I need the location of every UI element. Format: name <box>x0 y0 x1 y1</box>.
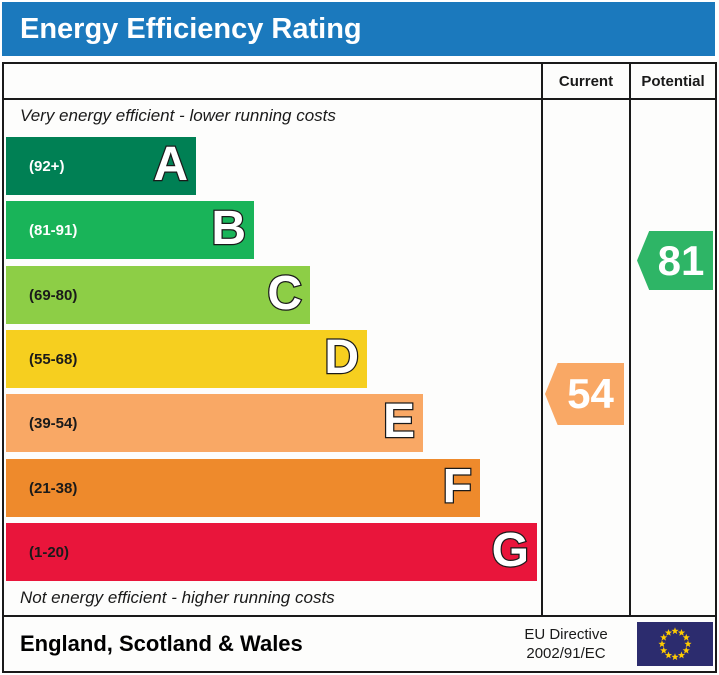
band-letter: G <box>490 523 530 579</box>
band-range-label: (69-80) <box>29 286 78 304</box>
page-title: Energy Efficiency Rating <box>20 13 362 45</box>
band-range-label: (92+) <box>29 157 65 175</box>
band-range-label: (55-68) <box>29 350 78 368</box>
bottom-efficiency-note: Not energy efficient - higher running co… <box>20 588 335 607</box>
band-letter: C <box>266 266 303 322</box>
potential-rating-arrow: 81 <box>637 231 713 290</box>
current-rating-value: 54 <box>567 370 614 417</box>
eu-directive-label: EU Directive 2002/91/EC <box>501 625 631 663</box>
potential-rating-value: 81 <box>657 236 705 284</box>
band-row-a: (92+) A <box>6 137 196 195</box>
chart-area: Current Potential Very energy efficient … <box>2 62 717 617</box>
band-range-label: (21-38) <box>29 479 78 497</box>
band-letter: E <box>382 394 417 450</box>
current-column-divider <box>541 64 543 615</box>
band-letter: A <box>152 137 189 193</box>
region-label: England, Scotland & Wales <box>20 631 303 656</box>
eu-flag-icon <box>637 622 713 666</box>
title-bar: Energy Efficiency Rating <box>2 2 715 56</box>
footer: England, Scotland & Wales EU Directive 2… <box>2 617 717 673</box>
band-row-c: (69-80) C <box>6 266 310 324</box>
potential-column-header: Potential <box>641 72 705 90</box>
band-range-label: (81-91) <box>29 221 78 239</box>
band-row-g: (1-20) G <box>6 523 537 581</box>
eu-directive-line2: 2002/91/EC <box>526 645 606 662</box>
band-range-label: (1-20) <box>29 543 70 561</box>
band-row-b: (81-91) B <box>6 201 254 259</box>
header-divider <box>4 98 715 100</box>
potential-column-divider <box>629 64 631 615</box>
band-row-f: (21-38) F <box>6 459 480 517</box>
band-range-label: (39-54) <box>29 414 78 432</box>
band-letter: D <box>323 330 360 386</box>
current-rating-arrow: 54 <box>545 363 624 425</box>
eu-directive-line1: EU Directive <box>524 626 608 643</box>
current-column-header: Current <box>558 72 614 90</box>
band-row-e: (39-54) E <box>6 394 423 452</box>
top-efficiency-note: Very energy efficient - lower running co… <box>20 106 336 125</box>
band-letter: F <box>441 459 473 515</box>
band-letter: B <box>210 201 247 257</box>
band-row-d: (55-68) D <box>6 330 367 388</box>
